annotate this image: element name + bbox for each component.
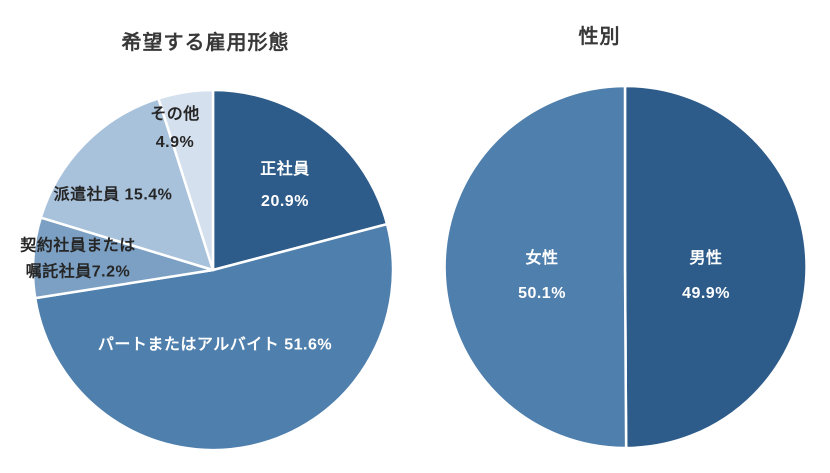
gender-chart-title: 性別 <box>578 26 621 48</box>
pie-label-0-4: その他 4.9% <box>150 101 200 157</box>
pie-slice-0-4 <box>157 88 215 272</box>
pie-label-line: 女性 <box>525 249 559 267</box>
employment-type-pie-chart: 希望する雇用形態 正社員 20.9% パートまたはアルバイト 51.6% 契約社員また… <box>20 32 395 452</box>
pie-label-0-0: 正社員 20.9% <box>260 154 310 218</box>
pie-slice-0-3 <box>39 97 215 272</box>
pie-label-line: 正社員 <box>260 161 310 178</box>
pie-label-0-1: パートまたはアルバイト 51.6% <box>98 332 332 361</box>
gender-pie-svg <box>443 84 808 450</box>
pie-slice-0-1 <box>33 222 395 452</box>
pie-label-0-2: 契約社員または 嘱託社員7.2% <box>20 233 136 284</box>
pie-label-line: 契約社員または <box>20 237 136 255</box>
pie-label-line: 50.1% <box>518 285 566 302</box>
pie-label-line: 男性 <box>689 249 723 267</box>
gender-pie-chart: 性別 男性 49.9% 女性 50.1% <box>415 0 830 473</box>
pie-label-line: パートまたはアルバイト 51.6% <box>97 336 333 354</box>
pie-label-1-0: 男性 49.9% <box>682 241 730 311</box>
pie-label-line: 4.9% <box>155 134 195 151</box>
pie-label-0-3: 派遣社員 15.4% <box>54 182 173 211</box>
employment-chart-title: 希望する雇用形態 <box>121 32 290 54</box>
pie-slice-1-0 <box>623 84 808 450</box>
employment-pie-svg <box>31 88 395 452</box>
pie-label-line: その他 <box>150 106 200 123</box>
pie-label-line: 49.9% <box>682 285 730 302</box>
pie-slice-0-0 <box>211 88 389 272</box>
pie-label-1-1: 女性 50.1% <box>518 241 566 311</box>
pie-slice-1-1 <box>443 84 628 450</box>
pie-label-line: 派遣社員 15.4% <box>53 186 173 204</box>
pie-label-line: 20.9% <box>261 193 309 210</box>
pie-label-line: 嘱託社員7.2% <box>25 263 131 280</box>
